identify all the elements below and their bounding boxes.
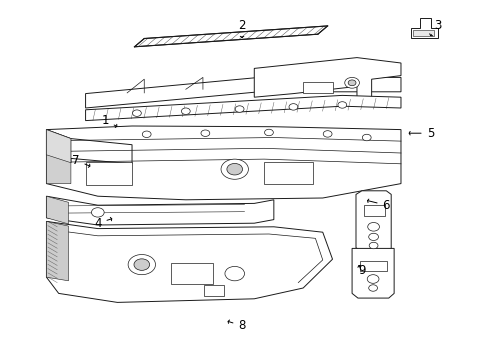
Circle shape: [128, 255, 155, 275]
Circle shape: [235, 106, 244, 112]
Polygon shape: [46, 126, 400, 200]
Text: 1: 1: [101, 114, 117, 127]
Circle shape: [337, 102, 346, 108]
Bar: [303, 82, 332, 93]
Circle shape: [132, 110, 141, 116]
Circle shape: [142, 131, 151, 138]
Polygon shape: [46, 130, 132, 164]
Text: 2: 2: [238, 19, 245, 37]
Polygon shape: [134, 26, 327, 47]
Circle shape: [288, 104, 297, 110]
Polygon shape: [254, 58, 400, 101]
Polygon shape: [85, 77, 400, 108]
Circle shape: [368, 233, 378, 240]
Text: 4: 4: [94, 217, 112, 230]
Bar: [204, 285, 224, 296]
Circle shape: [367, 222, 379, 231]
Text: 3: 3: [429, 19, 441, 36]
Circle shape: [347, 80, 355, 86]
Polygon shape: [412, 30, 433, 36]
Circle shape: [134, 259, 149, 270]
Circle shape: [362, 134, 370, 141]
Polygon shape: [355, 191, 390, 252]
Circle shape: [221, 159, 248, 179]
Bar: [85, 162, 132, 185]
Polygon shape: [46, 196, 68, 224]
Circle shape: [368, 242, 377, 249]
Circle shape: [323, 131, 331, 137]
Polygon shape: [46, 196, 273, 225]
Circle shape: [201, 130, 209, 136]
Bar: [364, 205, 384, 216]
Text: 5: 5: [408, 127, 433, 140]
Circle shape: [368, 285, 377, 291]
Polygon shape: [46, 130, 71, 184]
Polygon shape: [351, 248, 393, 298]
Text: 6: 6: [367, 199, 389, 212]
Text: 8: 8: [227, 319, 245, 332]
Text: 9: 9: [357, 264, 365, 276]
Bar: [264, 162, 312, 184]
Polygon shape: [46, 221, 332, 302]
Polygon shape: [46, 130, 71, 163]
Circle shape: [181, 108, 190, 114]
Polygon shape: [46, 221, 68, 281]
Circle shape: [264, 129, 273, 136]
Polygon shape: [410, 18, 437, 38]
Bar: [359, 261, 386, 271]
Circle shape: [366, 275, 378, 283]
Text: 7: 7: [72, 154, 90, 167]
Bar: [171, 263, 212, 284]
Circle shape: [344, 77, 359, 88]
Circle shape: [91, 208, 104, 217]
Circle shape: [224, 266, 244, 281]
Circle shape: [226, 163, 242, 175]
Polygon shape: [85, 95, 400, 121]
